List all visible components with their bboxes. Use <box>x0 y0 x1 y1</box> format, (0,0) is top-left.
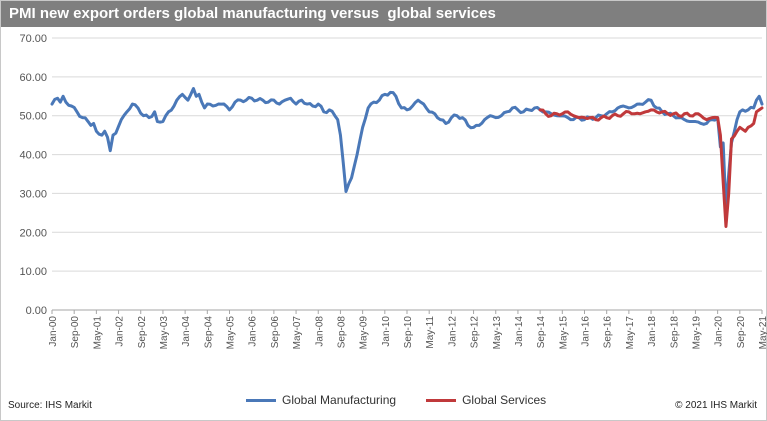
series-line-manufacturing <box>50 87 764 211</box>
y-axis-labels: 0.00 10.00 20.00 30.00 40.00 50.00 60.00 70.00 <box>19 33 47 317</box>
x-tick-label: May-13 <box>492 316 503 350</box>
x-tick-label: May-11 <box>425 316 436 349</box>
legend-label-services: Global Services <box>462 393 547 407</box>
x-tick-label: Sep-12 <box>470 316 481 349</box>
legend: Global Manufacturing Global Services <box>246 393 576 407</box>
series-line-services <box>538 106 764 228</box>
x-tick-label: Sep-10 <box>403 316 414 349</box>
series-lines <box>50 87 764 228</box>
x-axis-labels: Jan-00 Sep-00 May-01 Jan-02 Sep-02 May-03 Jan-… <box>48 316 767 350</box>
x-tick-label: May-17 <box>625 316 636 350</box>
x-tick-label: Jan-04 <box>181 316 192 347</box>
x-tick-label: Sep-08 <box>336 316 347 349</box>
x-tick-label: Jan-16 <box>581 316 592 347</box>
legend-label-manufacturing: Global Manufacturing <box>282 393 397 407</box>
x-tick-label: Jan-00 <box>48 316 59 347</box>
x-tick-label: Jan-10 <box>381 316 392 347</box>
x-tick-label: May-07 <box>292 316 303 350</box>
x-tick-label: Jan-14 <box>514 316 525 347</box>
y-tick-label: 60.00 <box>19 72 47 84</box>
legend-swatch-manufacturing <box>246 398 276 402</box>
y-tick-label: 70.00 <box>19 33 47 45</box>
y-tick-label: 50.00 <box>19 111 47 123</box>
x-tick-label: Sep-16 <box>603 316 614 349</box>
x-tick-label: Sep-14 <box>536 316 547 349</box>
x-tick-label: May-03 <box>159 316 170 350</box>
x-tick-label: Sep-00 <box>70 316 81 349</box>
gridlines <box>51 37 763 314</box>
x-tick-label: Jan-06 <box>248 316 259 347</box>
legend-item-manufacturing: Global Manufacturing <box>246 393 396 407</box>
legend-swatch-services <box>426 398 457 402</box>
x-tick-label: Sep-06 <box>270 316 281 349</box>
x-tick-label: May-01 <box>92 316 103 350</box>
x-tick-label: May-21 <box>758 316 767 350</box>
y-tick-label: 30.00 <box>19 188 47 200</box>
x-tick-label: May-15 <box>558 316 569 350</box>
source-note: Source: IHS Markit <box>8 400 92 411</box>
legend-item-services: Global Services <box>426 393 546 407</box>
y-tick-label: 10.00 <box>19 266 47 278</box>
copyright-note: © 2021 IHS Markit <box>675 400 757 411</box>
y-tick-label: 20.00 <box>19 227 47 239</box>
x-tick-label: May-19 <box>691 316 702 350</box>
x-tick-label: Sep-18 <box>669 316 680 349</box>
x-tick-label: Jan-12 <box>447 316 458 347</box>
x-tick-label: Sep-20 <box>736 316 747 349</box>
chart-title: PMI new export orders global manufacturi… <box>1 1 766 27</box>
x-tick-label: Jan-02 <box>115 316 126 347</box>
y-tick-label: 0.00 <box>26 305 47 317</box>
x-tick-label: Jan-20 <box>714 316 725 347</box>
x-tick-label: May-05 <box>226 316 237 350</box>
x-tick-label: Sep-02 <box>137 316 148 349</box>
x-tick-label: May-09 <box>359 316 370 350</box>
x-tick-label: Jan-18 <box>647 316 658 347</box>
x-tick-label: Sep-04 <box>203 316 214 349</box>
x-tick-label: Jan-08 <box>314 316 325 347</box>
y-tick-label: 40.00 <box>19 150 47 162</box>
